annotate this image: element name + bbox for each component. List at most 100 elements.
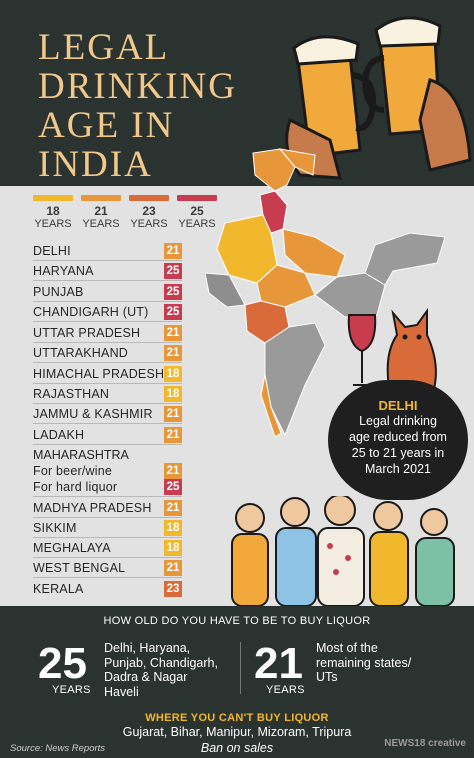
left-beer-mug	[285, 35, 376, 180]
state-name: LADAKH	[33, 428, 85, 442]
age-badge: 21	[164, 463, 182, 479]
left-age-unit: YEARS	[52, 684, 91, 696]
state-name: JAMMU & KASHMIR	[33, 407, 153, 421]
legend-num: 23	[142, 204, 156, 218]
state-row-west-bengal: WEST BENGAL 21	[33, 559, 182, 578]
state-row-ladakh: LADAKH 21	[33, 426, 182, 445]
age-badge: 18	[164, 540, 182, 556]
age-badge: 21	[164, 500, 182, 516]
map-gujarat-region	[205, 272, 246, 308]
state-name: MADHYA PRADESH	[33, 501, 152, 515]
age-badge: 25	[164, 263, 182, 279]
age-badge: 18	[164, 520, 182, 536]
age-badge: 21	[164, 427, 182, 443]
legend-swatch-23	[129, 195, 169, 201]
infographic-title: LEGAL DRINKING AGE IN INDIA	[38, 28, 237, 184]
maharashtra-label: MAHARASHTRA	[33, 448, 129, 462]
state-row-uttarakhand: UTTARAKHAND 21	[33, 344, 182, 363]
news18-logo: NEWS18 creative	[384, 738, 466, 749]
state-name: PUNJAB	[33, 285, 84, 299]
state-row-sikkim: SIKKIM 18	[33, 519, 182, 538]
left-desc-line: Haveli	[104, 684, 139, 699]
legend-unit: YEARS	[34, 218, 72, 230]
delhi-note-title: DELHI	[378, 398, 418, 413]
header: LEGAL DRINKING AGE IN INDIA	[0, 0, 474, 186]
state-row-maharashtra-beer: For beer/wine 21	[33, 462, 182, 480]
party-people-illustration	[231, 496, 455, 606]
legend-item-18: 18 YEARS	[33, 195, 73, 230]
age-badge: 25	[164, 284, 182, 300]
bottom-panel	[0, 606, 474, 758]
state-name: MEGHALAYA	[33, 541, 111, 555]
state-row-delhi: DELHI 21	[33, 242, 182, 261]
state-row-meghalaya: MEGHALAYA 18	[33, 539, 182, 558]
question-heading: HOW OLD DO YOU HAVE TO BE TO BUY LIQUOR	[103, 615, 371, 627]
state-row-madhya-pradesh: MADHYA PRADESH 21	[33, 499, 182, 518]
legend-unit: YEARS	[178, 218, 216, 230]
state-name: DELHI	[33, 244, 71, 258]
beer-mugs-illustration	[285, 16, 472, 180]
legend-unit: YEARS	[82, 218, 120, 230]
map-kerala-region	[260, 374, 282, 438]
legend-item-23: 23 YEARS	[129, 195, 169, 230]
age-badge: 21	[164, 406, 182, 422]
state-name: KERALA	[33, 582, 84, 596]
left-desc-line: Punjab, Chandigarh,	[104, 655, 218, 670]
delhi-note-line: Legal drinking	[359, 414, 437, 428]
left-age-number: 25	[38, 639, 87, 688]
right-desc-line: Most of the	[316, 641, 378, 655]
divider	[240, 642, 241, 694]
ban-note: Ban on sales	[200, 741, 274, 755]
state-row-punjab: PUNJAB 25	[33, 283, 182, 302]
right-desc-line: UTs	[316, 670, 338, 684]
legend-swatch-18	[33, 195, 73, 201]
wine-glass-icon	[347, 314, 377, 353]
india-map	[205, 148, 446, 438]
legend-unit: YEARS	[130, 218, 168, 230]
right-beer-mug	[362, 16, 472, 172]
state-name: RAJASTHAN	[33, 387, 110, 401]
right-desc-line: remaining states/	[316, 655, 412, 670]
state-row-haryana: HARYANA 25	[33, 262, 182, 281]
state-row-himachal-pradesh: HIMACHAL PRADESH 18	[33, 365, 182, 384]
right-description: Most of the remaining states/ UTs	[316, 641, 411, 685]
delhi-note-line: age reduced from	[349, 430, 447, 444]
age-badge: 25	[164, 479, 182, 495]
map-northeast-region	[364, 232, 446, 286]
title-line-4: INDIA	[38, 144, 153, 185]
sub-label: For beer/wine	[33, 464, 113, 478]
delhi-note: DELHI Legal drinking age reduced from 25…	[328, 380, 468, 500]
age-badge: 18	[164, 366, 182, 382]
legend-num: 25	[190, 204, 204, 218]
map-ladakh-region	[278, 148, 316, 176]
state-name: UTTARAKHAND	[33, 346, 129, 360]
state-row-uttar-pradesh: UTTAR PRADESH 21	[33, 324, 182, 343]
right-age-number: 21	[254, 639, 303, 688]
age-badge: 23	[164, 581, 182, 597]
legend-num: 21	[94, 204, 108, 218]
age-badge: 21	[164, 243, 182, 259]
where-heading: WHERE YOU CAN'T BUY LIQUOR	[145, 712, 329, 724]
legend-swatch-25	[177, 195, 217, 201]
title-line-3: AGE IN	[38, 105, 175, 146]
legend-item-21: 21 YEARS	[81, 195, 121, 230]
state-name: WEST BENGAL	[33, 561, 126, 575]
sub-label: For hard liquor	[33, 480, 118, 494]
title-line-1: LEGAL	[38, 27, 170, 68]
state-name: UTTAR PRADESH	[33, 326, 141, 340]
delhi-note-line: March 2021	[364, 462, 431, 476]
left-desc-line: Dadra & Nagar	[104, 670, 188, 684]
cat-icon	[386, 307, 437, 394]
state-name: HARYANA	[33, 264, 94, 278]
state-row-kerala: KERALA 23	[33, 580, 182, 598]
age-badge: 21	[164, 345, 182, 361]
age-badge: 18	[164, 386, 182, 402]
ban-states: Gujarat, Bihar, Manipur, Mizoram, Tripur…	[122, 725, 352, 739]
left-desc-line: Delhi, Haryana,	[104, 641, 191, 655]
state-name: SIKKIM	[33, 521, 77, 535]
left-description: Delhi, Haryana, Punjab, Chandigarh, Dadr…	[104, 641, 218, 699]
state-name: HIMACHAL PRADESH	[33, 367, 165, 381]
source-credit: Source: News Reports	[10, 743, 106, 754]
state-name: CHANDIGARH (UT)	[33, 305, 149, 319]
state-row-rajasthan: RAJASTHAN 18	[33, 385, 182, 404]
